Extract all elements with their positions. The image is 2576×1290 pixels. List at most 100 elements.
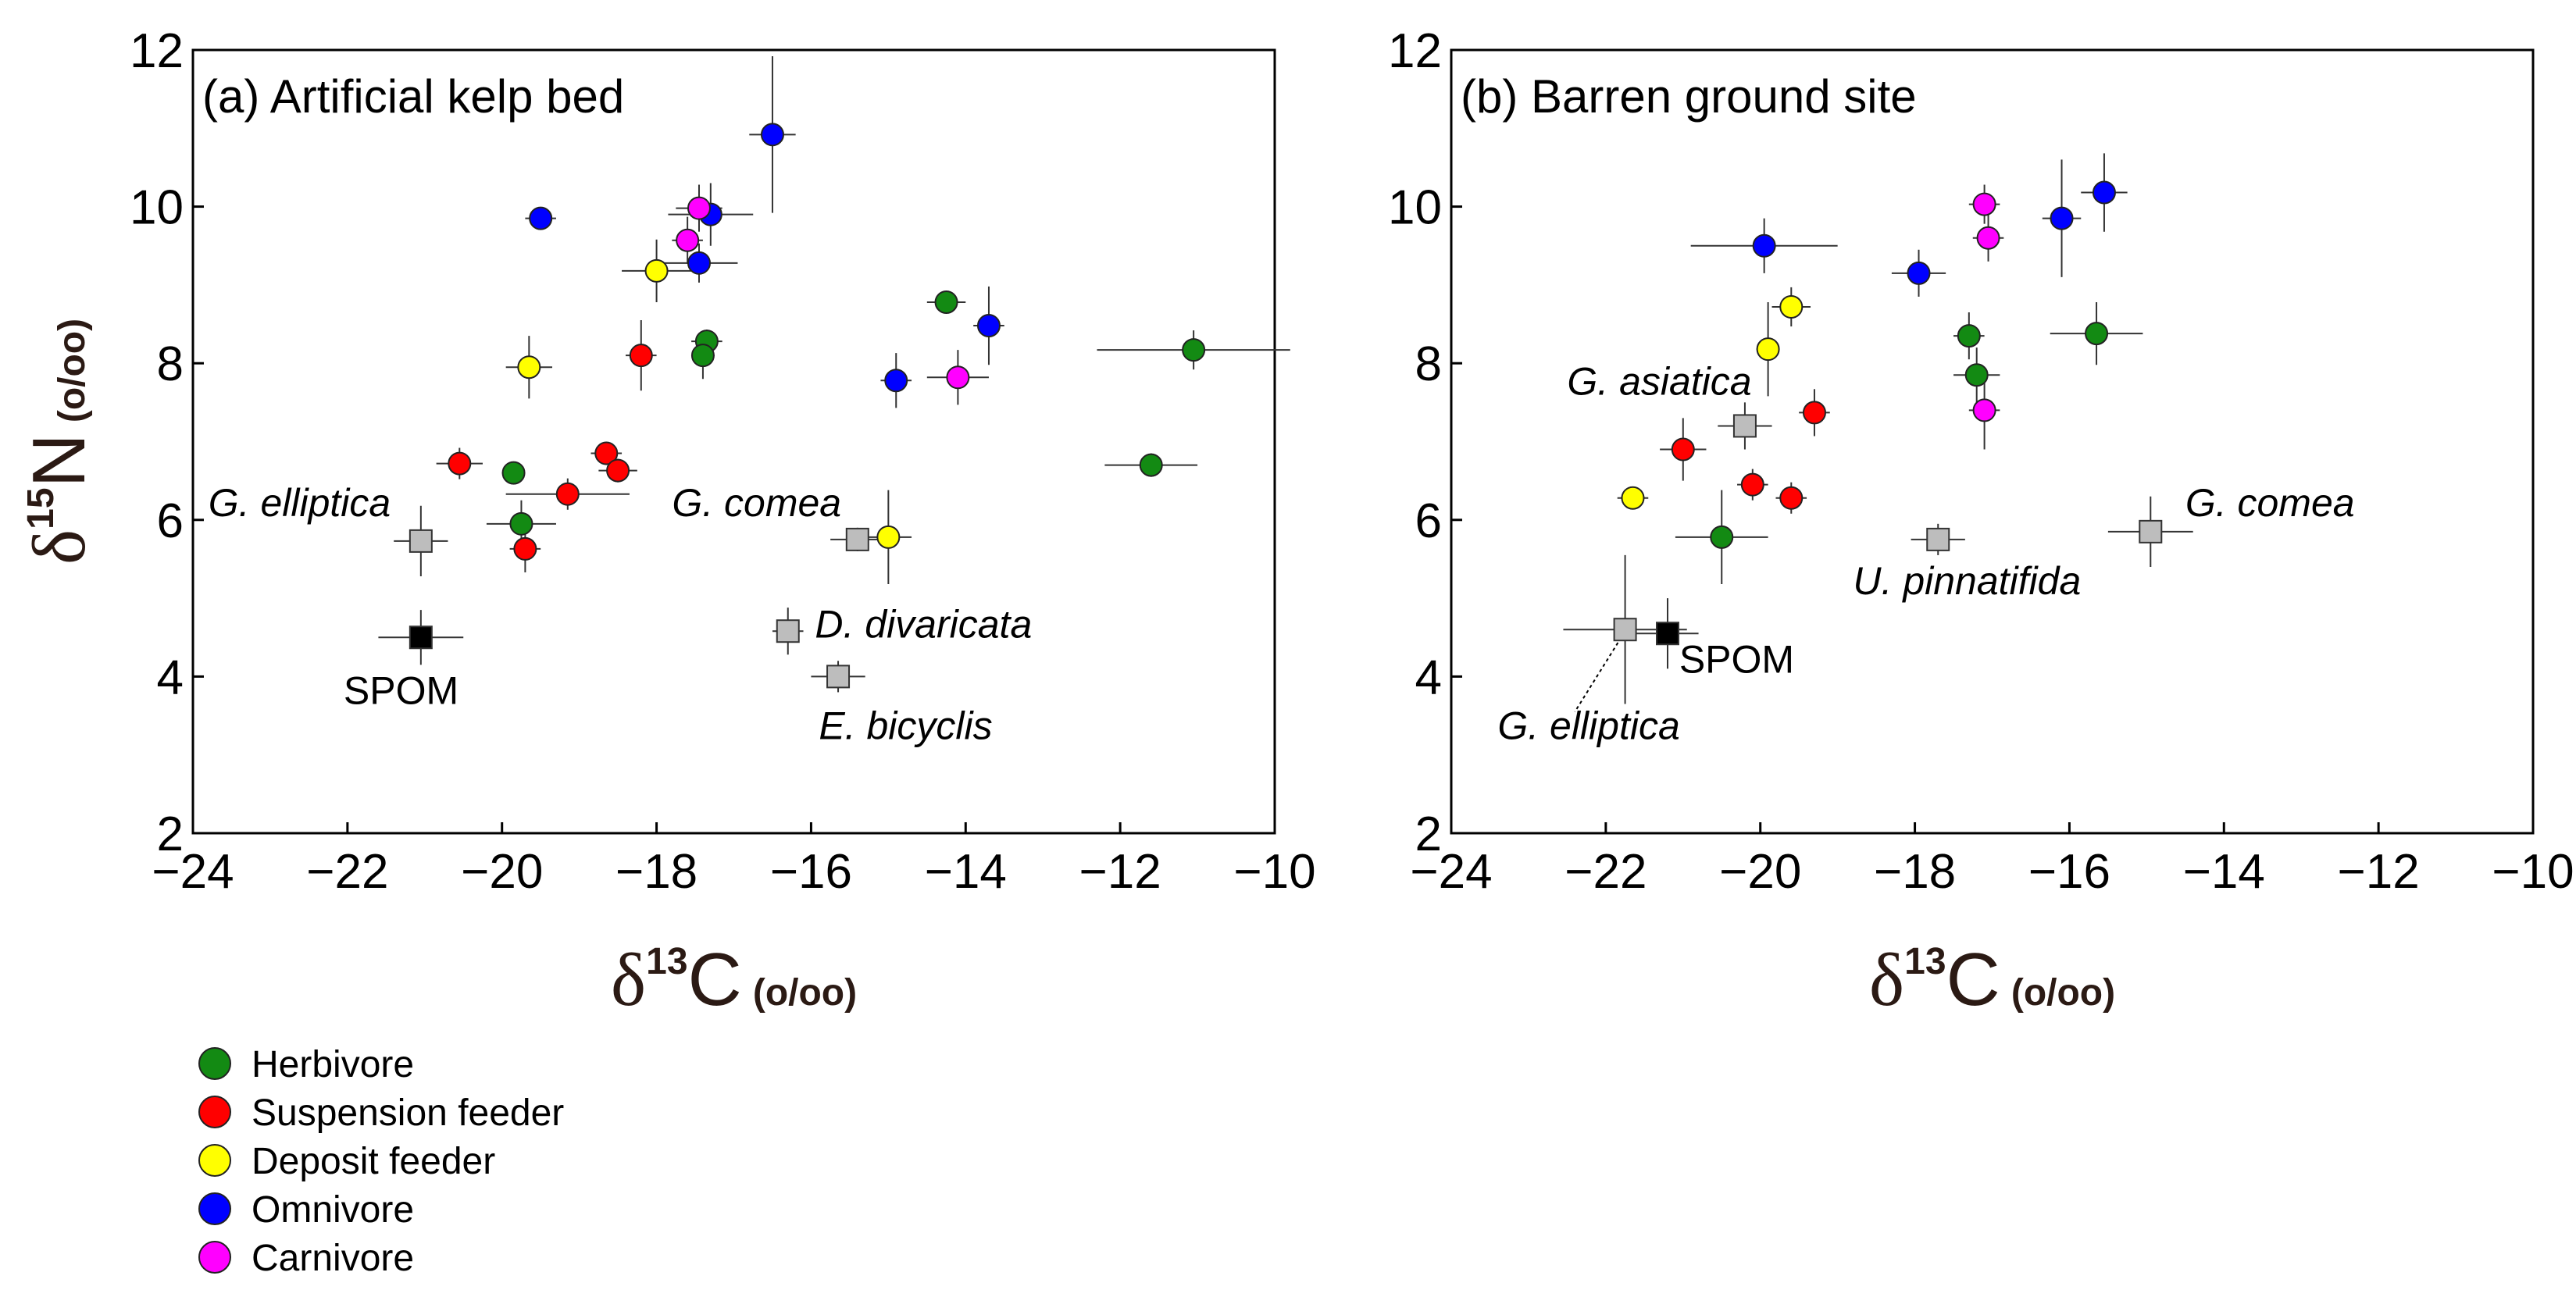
point-deposit-feeder [517,355,541,380]
y-tick-label: 2 [1415,807,1442,861]
point-suspension-feeder [555,482,580,506]
source-marker [1613,618,1637,642]
point-deposit-feeder [876,525,901,549]
x-tick-label: −12 [2338,845,2420,899]
point-omnivore [2050,206,2074,230]
annotation-label: E. bicyclis [819,704,992,748]
legend-label: Suspension feeder [252,1092,564,1134]
legend-label: Deposit feeder [252,1141,495,1182]
y-tick-label: 2 [157,807,184,861]
source-marker [409,529,433,553]
x-tick-label: −20 [461,845,543,899]
x-tick-label: −12 [1079,845,1161,899]
x-tick-label: −24 [1410,845,1492,899]
point-omnivore [884,369,908,393]
point-suspension-feeder [448,451,472,476]
annotation-label: G. comea [672,481,841,525]
plot-frame [1450,48,2535,835]
x-tick-label: −22 [306,845,388,899]
legend: Herbivore Suspension feeder Deposit feeder… [198,1044,564,1279]
x-tick-label: −10 [1233,845,1315,899]
point-omnivore [1752,233,1776,258]
y-tick-label: 10 [1388,181,1442,235]
y-tick-label: 12 [1388,24,1442,78]
y-tick-label: 8 [1415,337,1442,391]
point-herbivore [2085,322,2109,346]
panel-a: −24 −22 −20 −18 −16 −14 −12 −10 2 4 6 8 10 12 (a) Arti… [17,24,1316,1021]
point-deposit-feeder [1756,337,1780,362]
point-omnivore [1907,261,1931,285]
y-tick-label: 4 [157,650,184,704]
point-suspension-feeder [594,441,619,465]
source-marker [845,527,869,551]
annotation-label: G. comea [2185,481,2355,525]
spom-marker [1656,622,1679,646]
x-axis-title: δ13C (o/oo) [611,938,857,1021]
annotation-label: U. pinnatifida [1853,559,2081,603]
source-marker [1926,527,1950,551]
plot-frame [191,48,1276,835]
x-tick-label: −16 [2028,845,2110,899]
legend-label: Omnivore [252,1189,414,1231]
source-marker [1732,414,1757,438]
legend-swatch [198,1144,231,1177]
point-carnivore [946,365,970,390]
panel-b: −24 −22 −20 −18 −16 −14 −12 −10 2 4 6 8 10 12 (b) Barr… [1388,24,2574,1021]
panel-title: (b) Barren ground site [1461,70,1917,123]
point-carnivore [1972,398,1996,422]
point-carnivore [676,228,700,252]
y-tick-label: 10 [130,181,184,235]
y-tick-label: 6 [1415,494,1442,548]
x-tick-label: −10 [2492,845,2574,899]
point-carnivore [1972,192,1996,216]
x-tick-label: −22 [1565,845,1647,899]
point-suspension-feeder [629,344,653,368]
point-omnivore [2092,180,2116,205]
point-herbivore [1710,525,1734,549]
y-tick-label: 12 [130,24,184,78]
point-herbivore [509,511,533,536]
point-omnivore [976,314,1001,338]
x-tick-label: −24 [152,845,234,899]
point-suspension-feeder [606,458,630,483]
point-suspension-feeder [1740,472,1764,497]
point-suspension-feeder [1802,401,1826,425]
source-marker [2139,519,2163,543]
y-tick-label: 6 [157,494,184,548]
x-tick-label: −16 [770,845,852,899]
annotation-label: G. asiatica [1567,359,1751,403]
point-carnivore [687,196,711,220]
point-suspension-feeder [1779,486,1804,510]
point-herbivore [690,344,715,368]
legend-swatch [198,1241,231,1274]
panel-title: (a) Artificial kelp bed [202,70,624,123]
legend-label: Herbivore [252,1044,414,1085]
point-deposit-feeder [1779,294,1804,319]
x-axis-title: δ13C (o/oo) [1869,938,2115,1021]
point-herbivore [501,461,526,485]
point-herbivore [1957,324,1981,348]
spom-marker [409,625,433,650]
point-suspension-feeder [513,536,537,561]
leader-line [1574,636,1622,713]
source-marker [826,665,851,689]
y-tick-label: 4 [1415,650,1442,704]
source-marker [776,619,800,643]
annotation-label: G. elliptica [209,481,391,525]
annotation-label: G. elliptica [1497,704,1679,748]
x-tick-label: −18 [1874,845,1956,899]
point-carnivore [1976,226,2000,250]
annotation-label: SPOM [1679,637,1794,681]
point-omnivore [529,206,553,230]
point-suspension-feeder [1671,437,1695,461]
point-herbivore [1182,338,1206,362]
x-tick-label: −20 [1719,845,1801,899]
x-tick-label: −14 [2183,845,2265,899]
point-omnivore [760,123,784,147]
legend-label: Carnivore [252,1238,414,1279]
point-omnivore [687,251,711,275]
point-herbivore [1964,363,1989,387]
annotation-label: SPOM [344,669,458,713]
point-herbivore [1139,453,1163,477]
